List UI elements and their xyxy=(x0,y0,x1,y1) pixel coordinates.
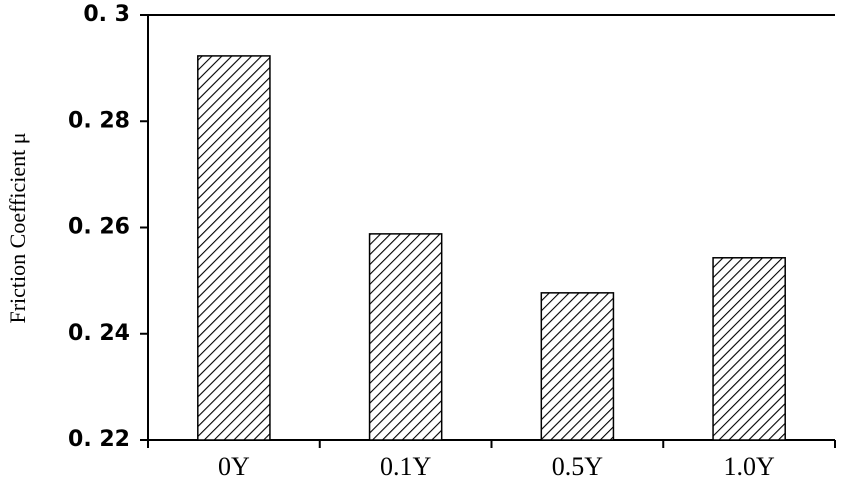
x-tick-label: 0.1Y xyxy=(380,452,432,481)
bar xyxy=(197,55,271,441)
y-tick-label: 0. 24 xyxy=(68,321,130,346)
y-tick-label: 0. 3 xyxy=(83,2,130,27)
x-tick-label: 0Y xyxy=(218,452,250,481)
y-tick-label: 0. 22 xyxy=(68,427,130,452)
x-tick-label: 0.5Y xyxy=(552,452,604,481)
y-tick-label: 0. 26 xyxy=(68,215,130,240)
bar xyxy=(368,233,443,441)
y-tick-label: 0. 28 xyxy=(68,108,130,133)
x-tick-label: 1.0Y xyxy=(723,452,775,481)
y-axis-label: Friction Coefficient μ xyxy=(5,132,30,323)
bar xyxy=(540,292,615,441)
bar xyxy=(712,257,786,441)
